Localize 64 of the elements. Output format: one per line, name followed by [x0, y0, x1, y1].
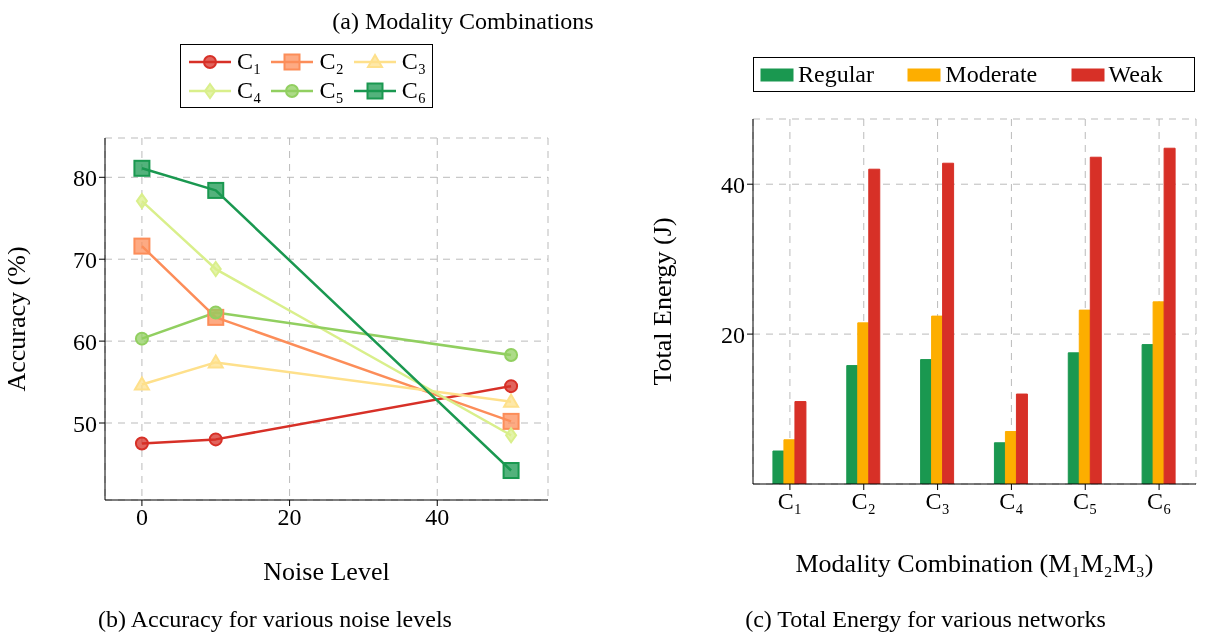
- bar: [1067, 352, 1080, 484]
- point: [208, 432, 223, 447]
- x-tick-label: 20: [277, 504, 302, 531]
- point: [504, 379, 519, 394]
- point: [135, 193, 148, 210]
- x-tick-label: C₄: [999, 488, 1024, 515]
- point: [133, 159, 151, 177]
- legend-label: C₂: [319, 48, 344, 75]
- point: [134, 331, 149, 346]
- bar: [1089, 156, 1102, 484]
- point: [502, 412, 520, 430]
- point: [209, 261, 222, 278]
- point: [207, 354, 224, 369]
- y-tick-label: 60: [73, 328, 97, 355]
- x-axis-title: Modality Combination (M₁M₂M₃): [795, 549, 1154, 578]
- y-tick-label: 50: [73, 410, 97, 437]
- bar: [942, 162, 955, 484]
- point: [502, 462, 520, 480]
- bar: [1078, 309, 1091, 484]
- bar: [931, 315, 944, 484]
- x-tick-label: C₂: [851, 488, 876, 515]
- bar: [1004, 431, 1017, 484]
- point: [505, 427, 518, 444]
- text: (b) Accuracy for various noise levels: [97, 606, 453, 633]
- x-tick-label: C₅: [1073, 488, 1098, 515]
- bar: [1163, 147, 1176, 484]
- point: [207, 181, 225, 199]
- legend-label: C₅: [319, 77, 344, 104]
- x-tick-label: 0: [135, 504, 148, 531]
- point: [503, 393, 520, 408]
- bar: [846, 365, 859, 484]
- x-tick-label: 40: [425, 504, 450, 531]
- bar: [1141, 344, 1154, 484]
- point: [133, 376, 150, 391]
- x-tick-label: C₆: [1146, 488, 1172, 515]
- legend-label: C₆: [401, 77, 427, 104]
- y-tick-label: 80: [73, 164, 97, 191]
- y-tick-label: 70: [73, 246, 97, 273]
- text: (c) Total Energy for various networks: [744, 606, 1107, 633]
- legend-label: C₄: [237, 77, 262, 104]
- bar: [1015, 393, 1028, 484]
- point: [504, 348, 519, 363]
- legend-label: C₁: [237, 48, 262, 75]
- y-axis-title: Total Energy (J): [648, 217, 678, 386]
- point: [133, 237, 151, 255]
- bar: [920, 359, 933, 484]
- bar: [857, 322, 870, 484]
- bar: [772, 450, 785, 484]
- legend-label: C₃: [401, 48, 427, 75]
- bar: [868, 168, 881, 484]
- legend-label: Moderate: [945, 61, 1038, 88]
- legend-label: Weak: [1108, 61, 1163, 88]
- y-axis-title: Accuracy (%): [2, 246, 32, 392]
- x-axis-title: Noise Level: [263, 557, 390, 586]
- bar: [1152, 301, 1165, 484]
- bar: [783, 439, 796, 484]
- x-tick-label: C₁: [777, 488, 803, 515]
- bar: [794, 401, 807, 484]
- text: (a) Modality Combinations: [331, 8, 595, 35]
- bar: [993, 442, 1006, 484]
- legend-label: Regular: [798, 61, 874, 88]
- point: [208, 305, 223, 320]
- point: [134, 436, 149, 451]
- x-tick-label: C₃: [925, 488, 950, 515]
